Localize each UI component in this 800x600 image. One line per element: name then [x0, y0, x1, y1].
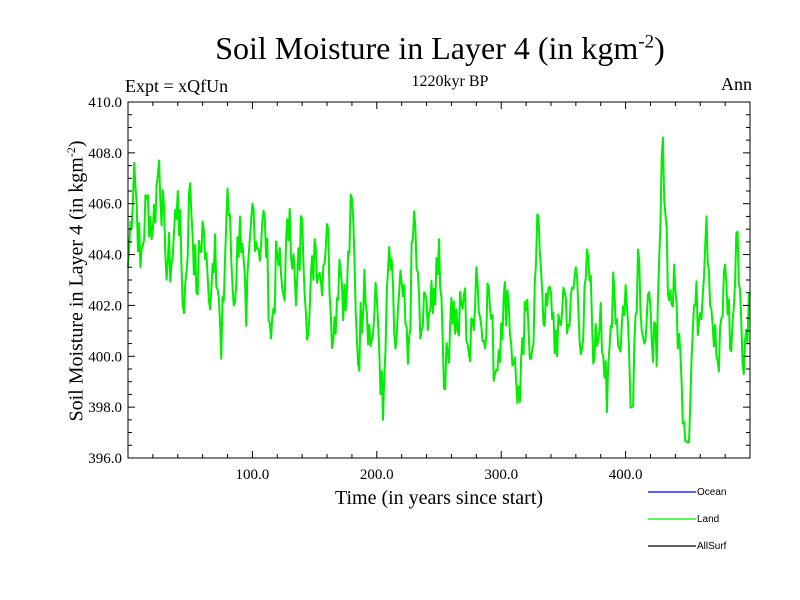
plot-frame — [127, 101, 751, 459]
x-tick-label: 100.0 — [236, 467, 270, 483]
legend: Ocean Land AllSurf — [648, 487, 727, 552]
chart-subtitle: 1220kyr BP — [411, 73, 489, 90]
x-tick-label: 400.0 — [609, 467, 643, 483]
plot-area — [127, 136, 751, 444]
legend-label-ocean: Ocean — [697, 487, 726, 498]
x-tick-label: 200.0 — [360, 467, 394, 483]
y-tick-label: 396.0 — [88, 451, 122, 467]
x-tick-label: 300.0 — [484, 467, 518, 483]
y-tick-label: 404.0 — [88, 248, 122, 264]
y-tick-label: 400.0 — [88, 349, 122, 365]
legend-label-land: Land — [697, 514, 719, 525]
y-tick-label: 406.0 — [88, 197, 122, 213]
y-tick-label: 398.0 — [88, 400, 122, 416]
axes: 396.0 398.0 400.0 402.0 404.0 406.0 408.0 410.0… — [88, 95, 751, 483]
y-tick-label: 402.0 — [88, 298, 122, 314]
season-label: Ann — [721, 74, 752, 94]
chart-title: Soil Moisture in Layer 4 (in kgm-2) — [215, 30, 665, 66]
x-axis-label: Time (in years since start) — [334, 487, 544, 509]
legend-label-allsurf: AllSurf — [697, 541, 727, 552]
series-line-land — [127, 136, 751, 444]
y-tick-label: 410.0 — [88, 95, 122, 111]
y-tick-label: 408.0 — [88, 146, 122, 162]
experiment-label: Expt = xQfUn — [125, 76, 229, 96]
